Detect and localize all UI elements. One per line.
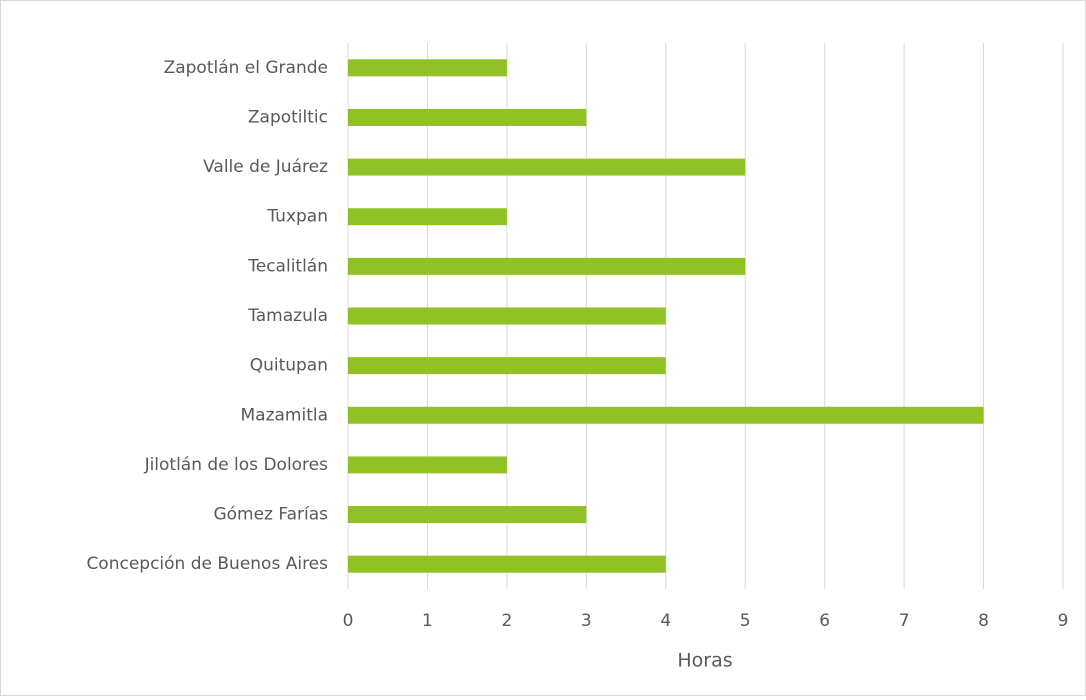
y-tick-label: Quitupan (250, 356, 328, 376)
y-tick-label: Tuxpan (266, 207, 328, 227)
y-tick-label: Tecalitlán (247, 256, 328, 276)
x-tick-label: 6 (819, 611, 830, 631)
y-tick-label: Valle de Juárez (203, 157, 328, 177)
x-tick-label: 8 (978, 611, 989, 631)
x-tick-label: 1 (422, 611, 433, 631)
bar (348, 108, 587, 126)
bar (348, 307, 666, 325)
x-tick-label: 0 (343, 611, 354, 631)
x-tick-label: 5 (740, 611, 751, 631)
x-tick-label: 9 (1058, 611, 1069, 631)
bar (348, 406, 984, 424)
bar (348, 257, 746, 275)
bar (348, 456, 507, 474)
y-tick-label: Gómez Farías (213, 505, 328, 525)
bar (348, 506, 587, 524)
y-tick-label: Concepción de Buenos Aires (86, 554, 328, 574)
bar (348, 59, 507, 77)
y-tick-label: Mazamitla (240, 405, 328, 425)
bar (348, 158, 746, 176)
y-tick-label: Zapotiltic (248, 107, 328, 127)
bar (348, 357, 666, 375)
y-tick-label: Zapotlán el Grande (164, 58, 328, 78)
y-tick-label: Tamazula (247, 306, 328, 326)
x-tick-label: 4 (660, 611, 671, 631)
bar (348, 208, 507, 226)
x-axis-title: Horas (677, 650, 732, 672)
x-tick-label: 3 (581, 611, 592, 631)
y-tick-label: Jilotlán de los Dolores (144, 455, 329, 475)
bar (348, 555, 666, 573)
x-tick-label: 2 (501, 611, 512, 631)
x-tick-label: 7 (899, 611, 910, 631)
